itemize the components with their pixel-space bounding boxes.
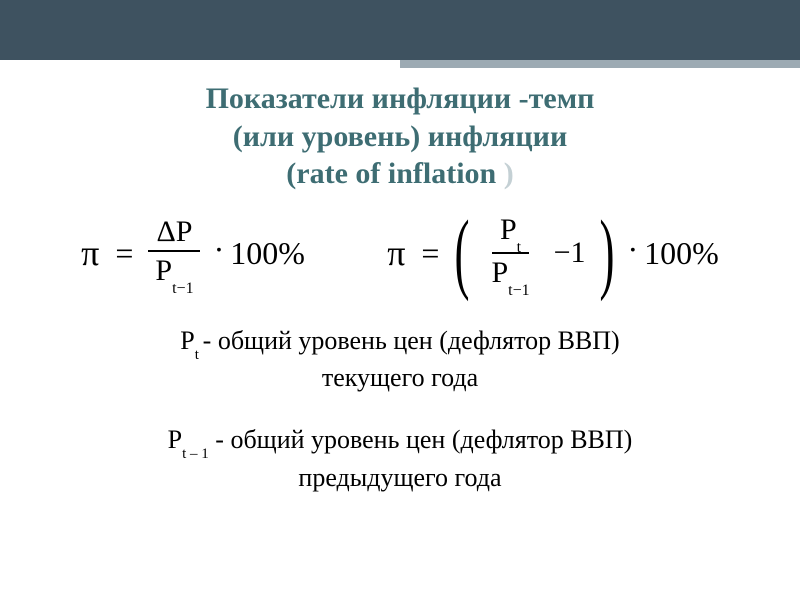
open-paren-icon: (: [455, 217, 470, 289]
den-sub: t−1: [508, 282, 529, 299]
fraction-2: Pt Pt−1: [483, 213, 537, 294]
title-line1: Показатели инфляции -темп: [206, 82, 595, 115]
formula-2: π = ( Pt Pt−1 −1 ) · 100%: [387, 213, 719, 294]
title-line2: (или уровень) инфляции: [233, 120, 567, 153]
definitions: Pt - общий уровень цен (дефлятор ВВП) те…: [40, 324, 760, 495]
close-paren-icon: ): [599, 217, 614, 289]
definition-1: Pt - общий уровень цен (дефлятор ВВП) те…: [40, 324, 760, 395]
numerator-2: Pt: [492, 213, 529, 255]
paren-group: ( Pt Pt−1 −1 ): [447, 213, 621, 294]
title-paren-close: ): [504, 157, 514, 190]
title-line3: rate of inflation: [296, 157, 503, 190]
title-paren-open: (: [286, 157, 296, 190]
def1-text1: - общий уровень цен (дефлятор ВВП): [203, 326, 620, 355]
multiply-dot-2: ·: [628, 231, 639, 268]
definition-2: Pt – 1 - общий уровень цен (дефлятор ВВП…: [40, 423, 760, 494]
formulas-row: π = ΔP Pt−1 · 100% π = ( Pt: [40, 213, 760, 294]
def1-label: Pt: [180, 326, 202, 355]
def1-sub: t: [195, 347, 203, 363]
denominator-2: Pt−1: [483, 254, 537, 294]
denom-base: P: [155, 254, 172, 287]
slide-content: Показатели инфляции -темп (или уровень) …: [0, 60, 800, 495]
def2-sub: t – 1: [182, 446, 209, 462]
numerator-1: ΔP: [148, 215, 200, 252]
formula-1: π = ΔP Pt−1 · 100%: [81, 215, 305, 292]
pi-symbol: π: [81, 232, 99, 274]
def1-text2: текущего года: [322, 363, 478, 392]
num-base: P: [500, 213, 517, 246]
slide-title: Показатели инфляции -темп (или уровень) …: [40, 80, 760, 193]
header-accent: [400, 60, 800, 68]
def2-label: Pt – 1: [168, 425, 216, 454]
def1-base: P: [180, 326, 194, 355]
def2-base: P: [168, 425, 182, 454]
def2-text2: предыдущего года: [298, 463, 501, 492]
multiply-dot: ·: [214, 231, 225, 268]
pi-symbol-2: π: [387, 232, 405, 274]
num-sub: t: [517, 239, 521, 256]
equals-sign-2: =: [421, 235, 439, 272]
hundred-percent-2: 100%: [644, 235, 719, 272]
minus-one: −1: [554, 236, 586, 270]
header-bar: [0, 0, 800, 60]
fraction-1: ΔP Pt−1: [147, 215, 201, 292]
equals-sign: =: [115, 235, 133, 272]
def2-text1: - общий уровень цен (дефлятор ВВП): [215, 425, 632, 454]
hundred-percent: 100%: [230, 235, 305, 272]
denom-sub: t−1: [172, 280, 193, 297]
denominator-1: Pt−1: [147, 252, 201, 292]
den-base: P: [491, 256, 508, 289]
